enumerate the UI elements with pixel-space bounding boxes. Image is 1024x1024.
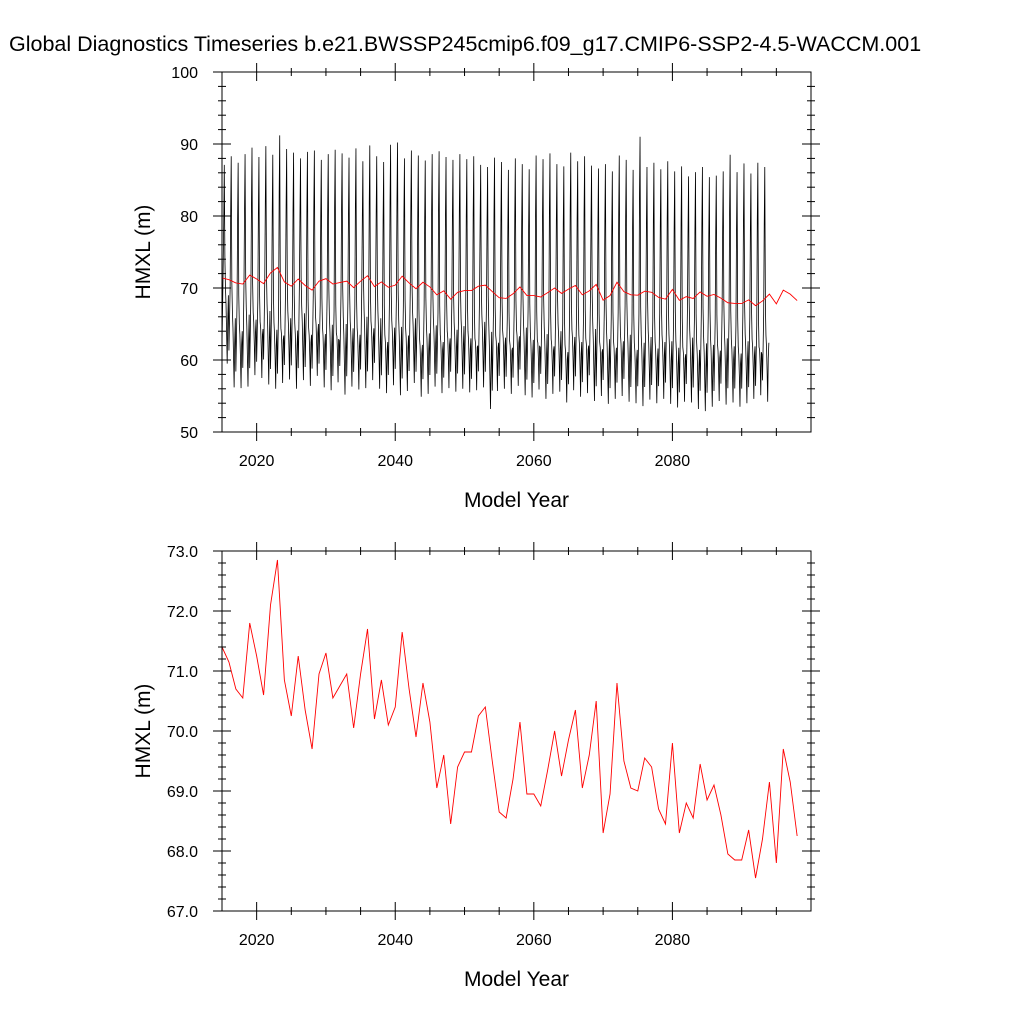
bottom-series-annual-mean-line bbox=[222, 559, 798, 879]
top-x-tick-label: 2080 bbox=[655, 453, 691, 470]
top-y-tick-label: 60 bbox=[180, 353, 198, 370]
bottom-x-tick-label: 2060 bbox=[516, 932, 552, 949]
bottom-y-tick-label: 70.0 bbox=[167, 724, 198, 741]
top-x-tick-label: 2020 bbox=[239, 453, 275, 470]
bottom-y-axis-label: HMXL (m) bbox=[132, 684, 155, 779]
bottom-x-tick-label: 2020 bbox=[239, 932, 275, 949]
top-plot-frame bbox=[221, 71, 812, 433]
bottom-y-tick-label: 68.0 bbox=[167, 844, 198, 861]
top-series-monthly-line bbox=[222, 135, 770, 412]
top-y-tick-label: 90 bbox=[180, 137, 198, 154]
bottom-y-tick-label: 73.0 bbox=[167, 544, 198, 561]
bottom-y-tick-label: 67.0 bbox=[167, 904, 198, 921]
top-x-tick-label: 2040 bbox=[377, 453, 413, 470]
bottom-panel: 2020 2040 2060 2080 67.0 68.0 69.0 70.0 71.0 72.0… bbox=[132, 542, 820, 991]
bottom-y-tick-label: 69.0 bbox=[167, 784, 198, 801]
top-x-axis-label: Model Year bbox=[464, 489, 569, 512]
top-y-tick-label: 70 bbox=[180, 281, 198, 298]
top-y-tick-label: 80 bbox=[180, 209, 198, 226]
top-x-tick-label: 2060 bbox=[516, 453, 552, 470]
figure-title: Global Diagnostics Timeseries b.e21.BWSS… bbox=[9, 32, 922, 56]
bottom-x-tick-label: 2040 bbox=[377, 932, 413, 949]
top-series-annual-mean-line bbox=[222, 266, 798, 307]
bottom-y-tick-label: 72.0 bbox=[167, 604, 198, 621]
top-y-axis-label: HMXL (m) bbox=[132, 205, 155, 300]
bottom-x-axis-label: Model Year bbox=[464, 968, 569, 991]
bottom-plot-frame bbox=[221, 550, 812, 912]
top-panel: 2020 2040 2060 2080 50 60 70 80 90 100 Model Year H… bbox=[132, 63, 820, 512]
top-y-tick-label: 50 bbox=[180, 425, 198, 442]
top-y-tick-label: 100 bbox=[171, 65, 198, 82]
bottom-y-tick-label: 71.0 bbox=[167, 664, 198, 681]
bottom-x-tick-label: 2080 bbox=[655, 932, 691, 949]
